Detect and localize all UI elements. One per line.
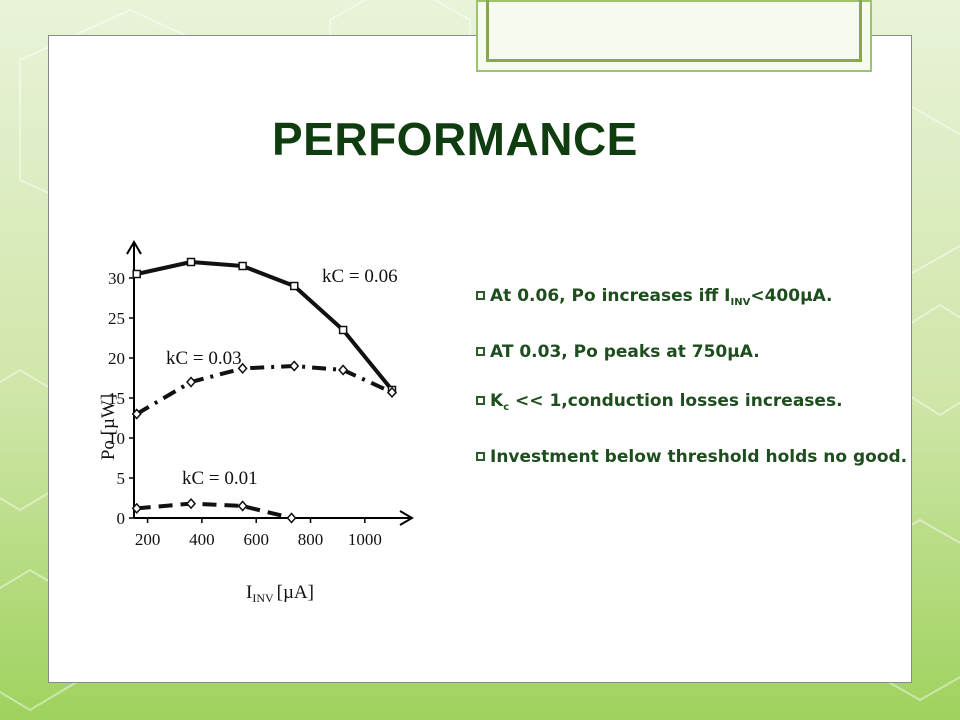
x-axis-label-unit: [µA]	[277, 582, 314, 603]
data-point-diamond	[338, 364, 349, 376]
series-label-2: kC = 0.01	[182, 468, 258, 489]
y-tick-label: 20	[108, 349, 125, 368]
bullet-subscript: c	[503, 402, 510, 413]
bullet-text: <400µA.	[750, 286, 833, 306]
checkbox-icon	[476, 347, 485, 356]
data-point-diamond	[237, 500, 248, 512]
bullet-text: Investment below threshold holds no good…	[490, 447, 908, 467]
series-label-0: kC = 0.06	[322, 266, 398, 287]
data-point-square	[338, 325, 348, 335]
x-axis-label-sub: INV	[252, 591, 274, 605]
bullet-list: At 0.06, Po increases iff IINV<400µA. AT …	[476, 284, 916, 494]
y-tick-label: 10	[108, 429, 125, 448]
x-axis-label: IINV [µA]	[246, 582, 314, 605]
data-point-square	[238, 261, 247, 271]
bullet-item: Kc << 1,conduction losses increases.	[476, 389, 916, 420]
bullet-text: K	[490, 391, 504, 411]
tick-group: 200 400 600 800 1000 0 5 10 15 20 25 30	[108, 269, 382, 549]
checkbox-icon	[476, 396, 485, 405]
bullet-text: << 1,conduction losses increases.	[509, 391, 843, 411]
series-line-2	[136, 501, 292, 520]
slide-title: PERFORMANCE	[272, 113, 638, 165]
series-label-1: kC = 0.03	[166, 348, 242, 369]
data-point-square	[289, 281, 299, 291]
data-point-diamond	[286, 512, 297, 524]
x-tick-label: 400	[189, 530, 215, 549]
data-point-diamond	[237, 362, 248, 375]
header-tab-frame	[486, 0, 862, 62]
data-point-diamond	[131, 502, 142, 515]
bullet-text: At 0.06, Po increases iff I	[490, 286, 731, 306]
checkbox-icon	[476, 452, 485, 461]
x-tick-label: 800	[298, 530, 324, 549]
bullet-item: Investment below threshold holds no good…	[476, 445, 916, 469]
y-axis-label: Po [µW]	[98, 394, 119, 460]
data-point-diamond	[386, 386, 398, 399]
y-tick-label: 30	[108, 269, 125, 288]
data-point-diamond	[289, 360, 300, 372]
series-line-1	[135, 364, 393, 416]
data-point-square	[132, 269, 141, 279]
data-point-diamond	[131, 408, 142, 420]
bullet-subscript: INV	[730, 297, 751, 308]
x-tick-label: 600	[243, 530, 268, 549]
x-tick-label: 200	[135, 530, 161, 549]
bullet-item: At 0.06, Po increases iff IINV<400µA.	[476, 284, 916, 315]
bullet-item: AT 0.03, Po peaks at 750µA.	[476, 340, 916, 364]
data-point-diamond	[186, 497, 197, 510]
checkbox-icon	[476, 291, 485, 300]
y-tick-label: 15	[108, 389, 125, 408]
x-axis-label-main: I	[246, 582, 252, 603]
y-tick-label: 25	[108, 309, 125, 328]
y-tick-label: 0	[117, 509, 126, 528]
y-tick-label: 5	[117, 469, 126, 488]
x-tick-label: 1000	[348, 530, 382, 549]
series-labels: kC = 0.06 kC = 0.03 kC = 0.01	[166, 266, 398, 489]
data-point-square	[186, 257, 196, 267]
y-axis-arrow	[126, 240, 142, 255]
data-point-diamond	[186, 376, 197, 388]
series-line-0	[136, 260, 394, 392]
x-axis-arrow	[399, 510, 414, 526]
series-group	[131, 257, 398, 524]
bullet-text: AT 0.03, Po peaks at 750µA.	[490, 342, 760, 362]
